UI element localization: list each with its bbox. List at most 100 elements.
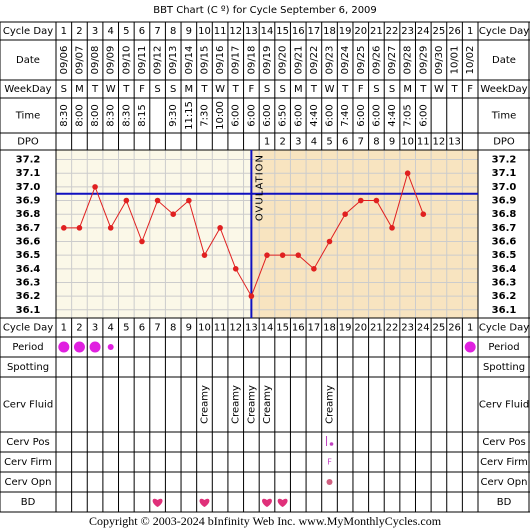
cycle-day: 7 bbox=[154, 323, 160, 334]
row-label: Cycle Day bbox=[479, 26, 529, 37]
weekday: S bbox=[170, 84, 176, 95]
y-tick-label: 36.9 bbox=[492, 196, 517, 207]
temp-point bbox=[326, 238, 333, 245]
cycle-day: 8 bbox=[170, 323, 176, 334]
ovulation-label: OVULATION bbox=[254, 154, 265, 221]
temp-point bbox=[154, 197, 161, 204]
cycle-day: 1 bbox=[61, 26, 67, 37]
row-label: Period bbox=[12, 342, 43, 353]
row-label: Date bbox=[492, 55, 516, 66]
weekday: T bbox=[310, 84, 318, 95]
row-label: Cerv Firm bbox=[4, 457, 52, 468]
cycle-day: 13 bbox=[245, 323, 258, 334]
date: 09/30 bbox=[434, 46, 445, 75]
dpo: 9 bbox=[389, 137, 395, 148]
date: 09/21 bbox=[293, 46, 304, 75]
date: 09/12 bbox=[153, 46, 164, 75]
row-label: Period bbox=[488, 342, 519, 353]
row-label: Cycle Day bbox=[3, 323, 53, 334]
dpo: 6 bbox=[342, 137, 348, 148]
cycle-day: 6 bbox=[139, 323, 145, 334]
weekday: F bbox=[358, 84, 364, 95]
dpo: 7 bbox=[358, 137, 364, 148]
weekday: S bbox=[279, 84, 285, 95]
date: 10/01 bbox=[450, 46, 461, 75]
cycle-day: 11 bbox=[214, 26, 227, 37]
y-tick-label: 36.9 bbox=[16, 196, 41, 207]
time: 8:00 bbox=[90, 104, 101, 126]
time: 8:30 bbox=[106, 104, 117, 126]
temp-point bbox=[139, 238, 145, 245]
cycle-day: 24 bbox=[417, 323, 430, 334]
y-tick-label: 37.0 bbox=[492, 182, 517, 193]
cycle-day: 2 bbox=[76, 323, 82, 334]
cerv-opn bbox=[326, 479, 333, 485]
row-label: Time bbox=[15, 111, 40, 122]
cycle-day: 17 bbox=[308, 26, 321, 37]
y-tick-label: 36.7 bbox=[492, 223, 517, 234]
cycle-day: 4 bbox=[108, 26, 114, 37]
cycle-day: 22 bbox=[386, 26, 399, 37]
weekday: M bbox=[294, 84, 303, 95]
cycle-day: 9 bbox=[186, 323, 192, 334]
date: 09/25 bbox=[356, 46, 367, 75]
time: 6:00 bbox=[325, 104, 336, 126]
time: 8:15 bbox=[137, 104, 148, 126]
cycle-day: 3 bbox=[92, 26, 98, 37]
temp-point bbox=[357, 197, 364, 204]
dpo: 5 bbox=[326, 137, 332, 148]
time: 7:30 bbox=[199, 104, 210, 126]
cycle-day: 15 bbox=[276, 26, 289, 37]
cycle-day: 25 bbox=[433, 323, 446, 334]
cycle-day: 3 bbox=[92, 323, 98, 334]
time: 8:30 bbox=[59, 104, 70, 126]
dpo: 8 bbox=[373, 137, 379, 148]
temp-point bbox=[92, 184, 98, 190]
weekday: W bbox=[106, 84, 116, 95]
cycle-day: 20 bbox=[354, 323, 367, 334]
cycle-day: 18 bbox=[323, 26, 336, 37]
weekday: W bbox=[215, 84, 225, 95]
cycle-day: 19 bbox=[339, 323, 352, 334]
row-label: Cerv Opn bbox=[481, 477, 528, 488]
y-tick-label: 37.1 bbox=[16, 168, 41, 179]
temp-point bbox=[76, 225, 83, 231]
period-dot bbox=[58, 341, 70, 353]
weekday: S bbox=[61, 84, 67, 95]
row-label: Spotting bbox=[483, 362, 525, 373]
date: 09/22 bbox=[309, 46, 320, 75]
row-label: Cerv Pos bbox=[6, 437, 49, 448]
y-tick-label: 36.3 bbox=[16, 277, 41, 288]
row-label: Cycle Day bbox=[3, 26, 53, 37]
cycle-day: 26 bbox=[448, 26, 461, 37]
cycle-day: 1 bbox=[467, 26, 473, 37]
cycle-day: 16 bbox=[292, 26, 305, 37]
date: 09/18 bbox=[246, 46, 257, 75]
cerv-pos bbox=[329, 442, 334, 446]
period-dot bbox=[73, 341, 85, 353]
y-tick-label: 37.1 bbox=[492, 168, 517, 179]
row-label: DPO bbox=[493, 137, 515, 148]
time: 9:30 bbox=[168, 104, 179, 126]
cycle-day: 25 bbox=[433, 26, 446, 37]
cycle-day: 4 bbox=[108, 323, 114, 334]
temp-point bbox=[232, 266, 239, 272]
y-tick-label: 36.1 bbox=[16, 305, 41, 316]
weekday: S bbox=[264, 84, 270, 95]
y-tick-label: 36.4 bbox=[492, 264, 517, 275]
cerv-fluid: Creamy bbox=[325, 385, 336, 424]
time: 6:00 bbox=[356, 104, 367, 126]
weekday: F bbox=[248, 84, 254, 95]
date: 09/06 bbox=[59, 46, 70, 75]
cycle-day: 18 bbox=[323, 323, 336, 334]
y-tick-label: 36.2 bbox=[492, 291, 517, 302]
date: 10/02 bbox=[465, 46, 476, 75]
cerv-fluid: Creamy bbox=[262, 385, 273, 424]
cycle-day: 9 bbox=[186, 26, 192, 37]
y-tick-label: 36.2 bbox=[16, 291, 41, 302]
temp-point bbox=[217, 225, 223, 231]
temp-point bbox=[279, 252, 286, 258]
time: 6:00 bbox=[371, 104, 382, 126]
cycle-day: 14 bbox=[261, 323, 274, 334]
